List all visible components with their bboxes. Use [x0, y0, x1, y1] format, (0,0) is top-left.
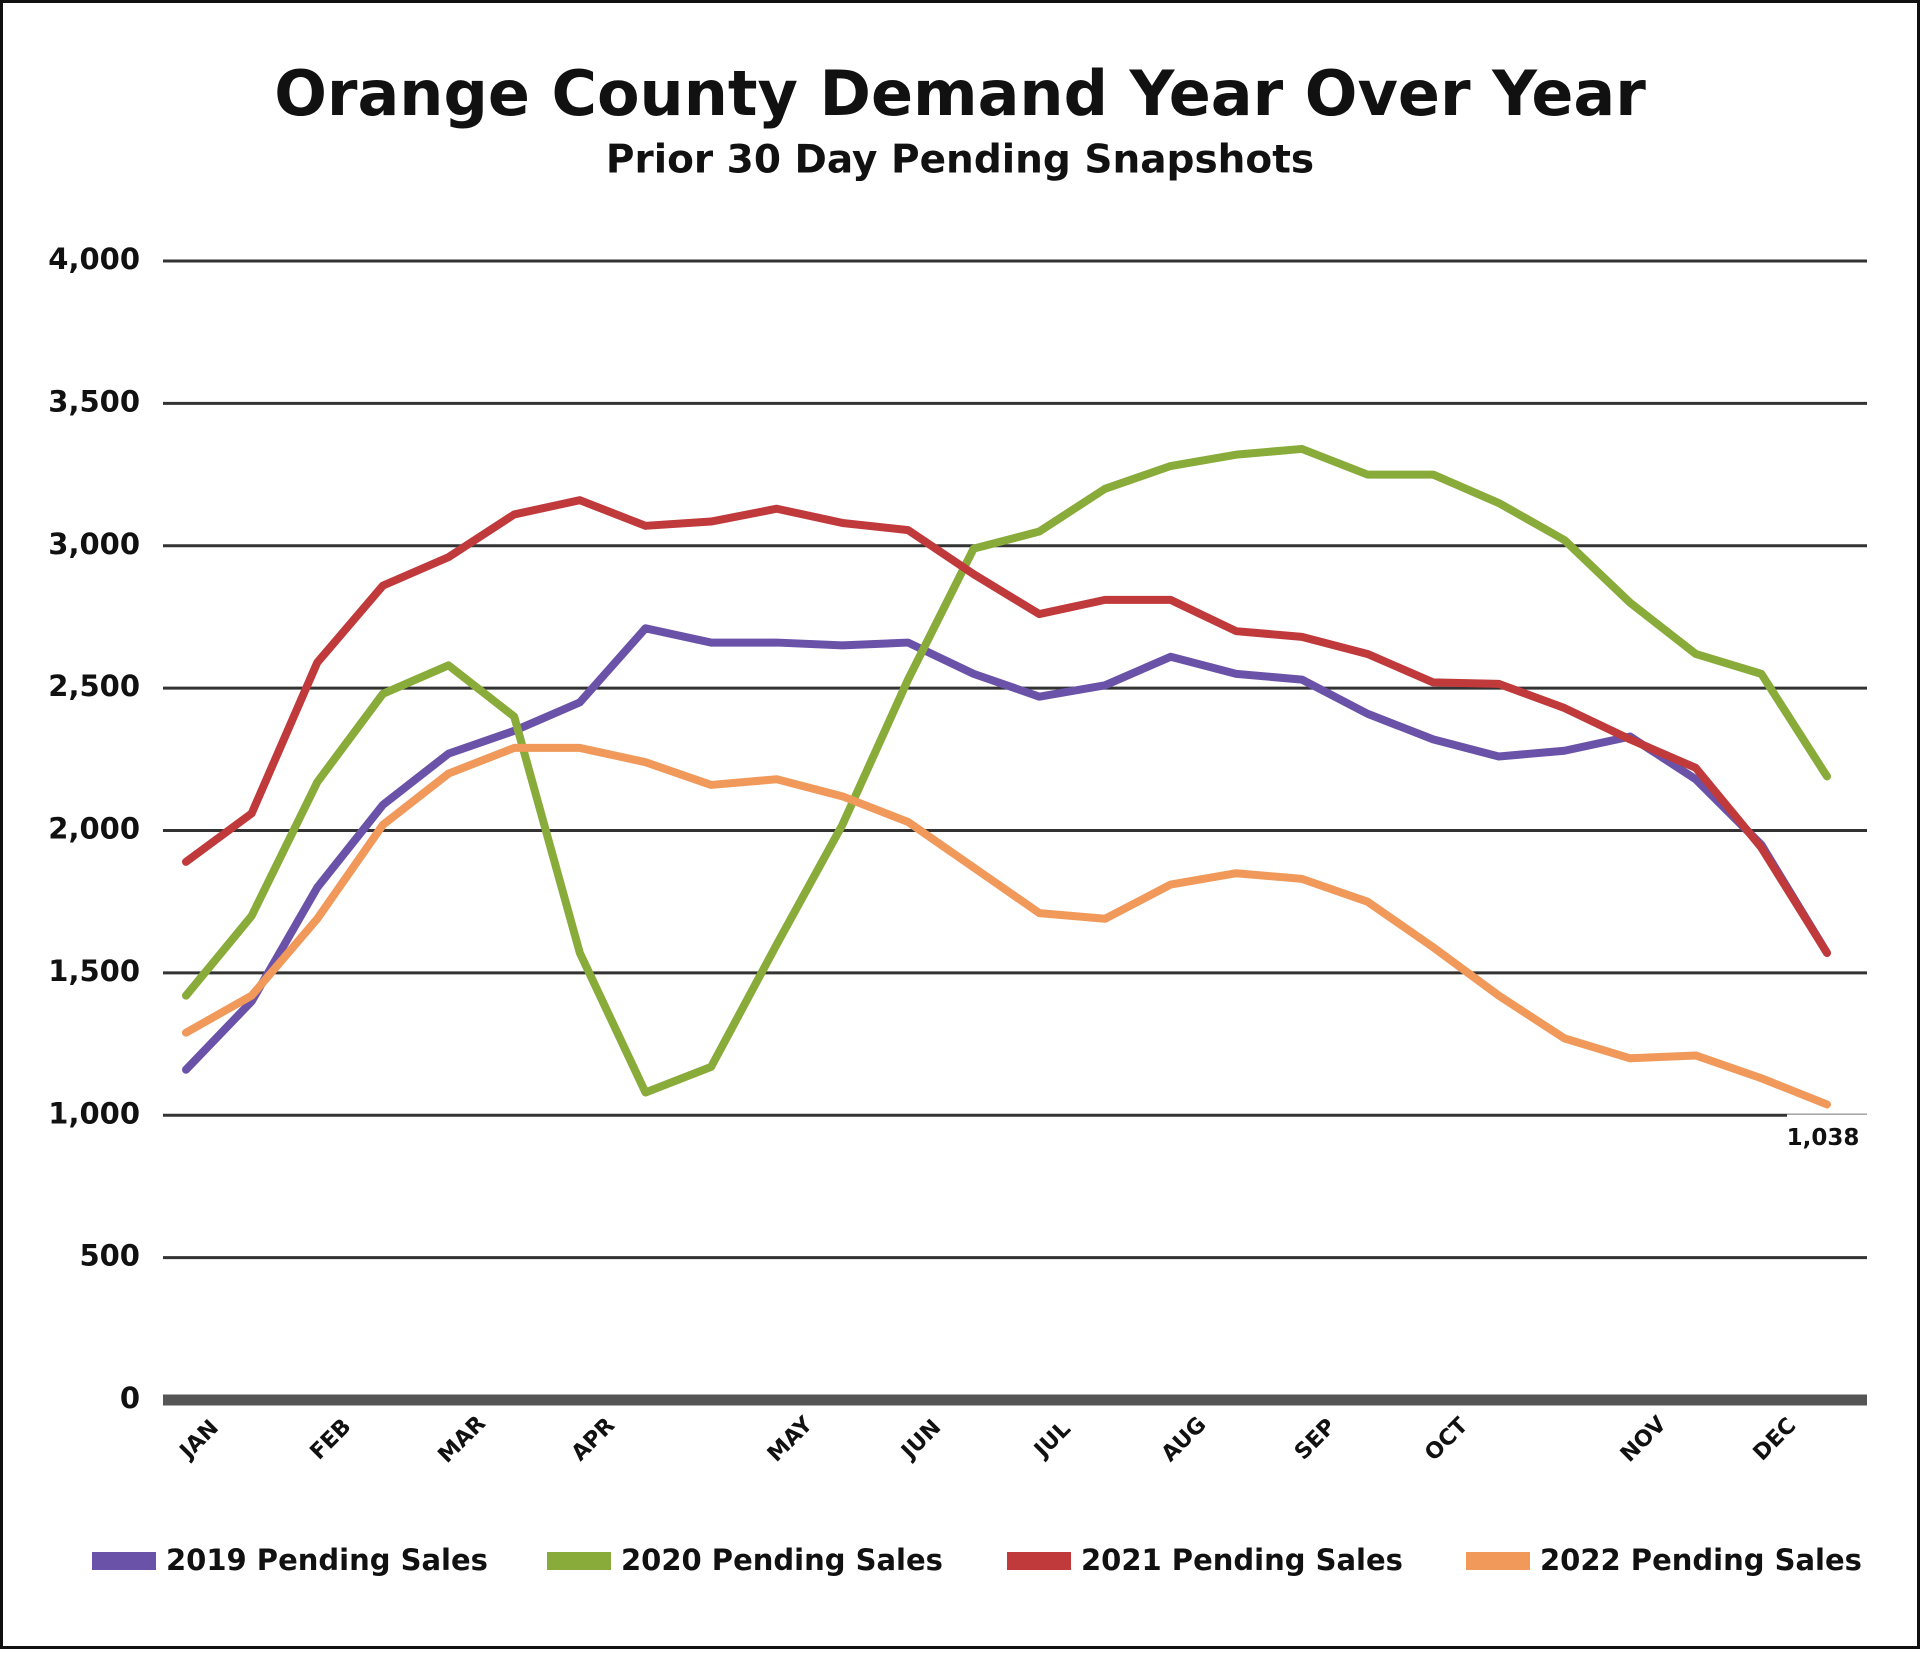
chart-title: Orange County Demand Year Over Year: [274, 57, 1646, 130]
label-bg: [1787, 1114, 1867, 1155]
y-tick-label: 1,000: [48, 1096, 140, 1130]
legend-label: 2019 Pending Sales: [166, 1543, 488, 1577]
legend-swatch: [547, 1552, 611, 1570]
series-line: [182, 624, 1831, 1074]
legend-swatch: [92, 1552, 156, 1570]
y-tick-label: 2,000: [48, 812, 140, 846]
legend-swatch: [1007, 1552, 1071, 1570]
y-tick-label: 3,000: [48, 527, 140, 561]
series-line: [182, 496, 1831, 957]
legend-label: 2021 Pending Sales: [1081, 1543, 1403, 1577]
data-label: 1,038: [1787, 1125, 1860, 1151]
chart-subtitle: Prior 30 Day Pending Snapshots: [606, 138, 1314, 183]
y-tick-label: 1,500: [48, 954, 140, 988]
y-tick-label: 0: [120, 1381, 140, 1415]
y-tick-label: 500: [79, 1239, 140, 1273]
y-tick-label: 3,500: [48, 384, 140, 418]
y-tick-label: 2,500: [48, 669, 140, 703]
series-line: [182, 444, 1831, 1097]
y-tick-label: 4,000: [48, 242, 140, 276]
legend-swatch: [1466, 1552, 1530, 1570]
series-line: [182, 743, 1831, 1109]
legend-label: 2020 Pending Sales: [621, 1543, 943, 1577]
legend-label: 2022 Pending Sales: [1540, 1543, 1862, 1577]
